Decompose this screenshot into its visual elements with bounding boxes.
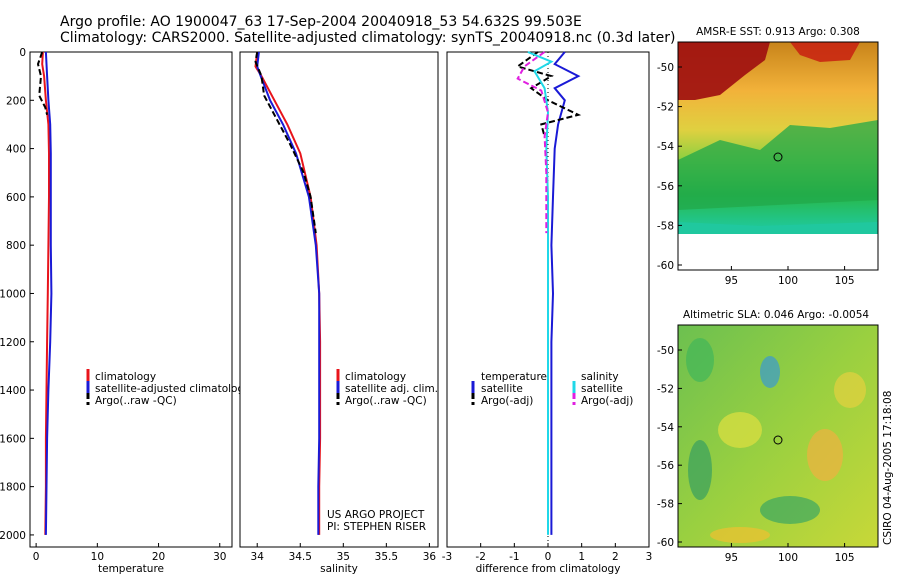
sla-blob — [710, 527, 770, 543]
salinity-panel: 34 34.5 35 35.5 36 salinity climatology sate… — [239, 51, 439, 575]
y-tick-label: 1600 — [0, 433, 26, 445]
y-tick-label: 200 — [6, 95, 26, 107]
diff-legend-temperature-heading: temperature — [481, 371, 547, 383]
pi-annotation: PI: STEPHEN RISER — [327, 521, 426, 533]
legend-argo-label: Argo(..raw -QC) — [95, 395, 177, 407]
series-argo — [254, 51, 317, 234]
difference-xlabel: difference from climatology — [476, 563, 621, 575]
series-satellite — [44, 51, 53, 535]
map-x-tick-label: 100 — [778, 275, 798, 287]
sst-cool-region — [678, 120, 878, 210]
x-tick-label: 36 — [423, 551, 437, 563]
sla-blob — [760, 496, 820, 524]
y-tick-label: 1800 — [0, 482, 26, 494]
sla-high-anomaly — [807, 429, 843, 481]
sst-warm-region — [678, 42, 770, 100]
map-x-tick-label: 95 — [725, 275, 738, 287]
legend-climatology-label: climatology — [95, 371, 156, 383]
diff-legend-sal-argo-label: Argo(-adj) — [581, 395, 633, 407]
series-temperature-argo-adj- — [515, 51, 582, 137]
map-y-tick-label: -56 — [657, 181, 674, 193]
map-y-tick-label: -52 — [657, 383, 674, 395]
x-tick-label: -2 — [475, 551, 485, 563]
y-tick-label: 1000 — [0, 288, 26, 300]
sla-blob — [834, 372, 866, 408]
temperature-xlabel: temperature — [98, 563, 164, 575]
series-argo — [36, 51, 49, 116]
map-y-tick-label: -50 — [657, 62, 674, 74]
sla-blob — [686, 338, 714, 382]
x-tick-label: 0 — [545, 551, 552, 563]
x-tick-label: -3 — [442, 551, 452, 563]
sst-warm-patch — [790, 42, 860, 62]
legend-satellite-label: satellite-adjusted climatology — [95, 383, 250, 395]
salinity-axes — [239, 51, 439, 548]
sst-land-mask — [678, 234, 878, 270]
sst-map-title: AMSR-E SST: 0.913 Argo: 0.308 — [696, 26, 860, 38]
sal-legend-argo-label: Argo(..raw -QC) — [345, 395, 427, 407]
diff-legend-salinity-heading: salinity — [581, 371, 619, 383]
y-tick-label: 1400 — [0, 385, 26, 397]
map-y-tick-label: -54 — [657, 141, 674, 153]
sst-map: AMSR-E SST: 0.913 Argo: 0.308 95 100 105 -5… — [657, 26, 879, 287]
y-tick-label: 400 — [6, 144, 26, 156]
map-y-tick-label: -56 — [657, 460, 674, 472]
temperature-axes — [29, 51, 233, 548]
x-tick-label: 10 — [91, 551, 104, 563]
sla-map-frame — [677, 324, 879, 548]
sst-argo-location-marker — [773, 152, 783, 162]
diff-legend-temp-satellite-label: satellite — [481, 383, 523, 395]
series-salinity-argo-adj- — [516, 51, 550, 234]
x-tick-label: 35.5 — [375, 551, 398, 563]
x-tick-label: 20 — [152, 551, 165, 563]
climatology-subtitle: Climatology: CARS2000. Satellite-adjuste… — [60, 30, 676, 46]
sla-high-anomaly — [718, 412, 762, 448]
series-temperature-satellite — [550, 51, 581, 535]
x-tick-label: 34 — [251, 551, 265, 563]
csiro-timestamp: CSIRO 04-Aug-2005 17:18:08 — [882, 391, 894, 545]
sla-map-title: Altimetric SLA: 0.046 Argo: -0.0054 — [683, 309, 869, 321]
map-x-tick-label: 95 — [725, 552, 738, 564]
sla-argo-location-marker — [773, 435, 783, 445]
y-tick-label: 0 — [19, 47, 26, 59]
sal-legend-climatology-label: climatology — [345, 371, 406, 383]
map-y-tick-label: -58 — [657, 220, 674, 232]
y-tick-label: 1200 — [0, 337, 26, 349]
map-y-tick-label: -58 — [657, 499, 674, 511]
profile-title: Argo profile: AO 1900047_63 17-Sep-2004 … — [60, 14, 582, 30]
y-tick-label: 800 — [6, 240, 26, 252]
x-tick-label: 3 — [646, 551, 653, 563]
x-tick-label: 1 — [578, 551, 585, 563]
x-tick-label: 35 — [337, 551, 350, 563]
map-y-tick-label: -52 — [657, 102, 674, 114]
salinity-xlabel: salinity — [320, 563, 358, 575]
x-tick-label: 30 — [213, 551, 226, 563]
map-y-tick-label: -54 — [657, 422, 674, 434]
project-annotation: US ARGO PROJECT — [327, 509, 425, 521]
map-y-tick-label: -60 — [657, 260, 674, 272]
map-y-tick-label: -50 — [657, 345, 674, 357]
sst-map-frame — [677, 41, 879, 271]
temperature-panel: 0 200 400 600 800 1000 1200 1400 1600 1800 2000 0 1… — [0, 47, 250, 575]
map-x-tick-label: 105 — [835, 552, 855, 564]
map-y-tick-label: -60 — [657, 537, 674, 549]
sla-low-anomaly — [760, 356, 780, 388]
diff-legend-sal-satellite-label: satellite — [581, 383, 623, 395]
sla-map: Altimetric SLA: 0.046 Argo: -0.0054 95 10… — [657, 309, 879, 564]
x-tick-label: 0 — [33, 551, 40, 563]
sal-legend-satellite-label: satellite adj. clim. — [345, 383, 438, 395]
x-tick-label: 34.5 — [289, 551, 312, 563]
y-tick-label: 2000 — [0, 530, 26, 542]
map-x-tick-label: 100 — [778, 552, 798, 564]
x-tick-label: -1 — [509, 551, 519, 563]
sla-blob — [688, 440, 712, 500]
x-tick-label: 2 — [612, 551, 619, 563]
map-x-tick-label: 105 — [835, 275, 855, 287]
series-salinity-satellite — [527, 51, 554, 535]
y-tick-label: 600 — [6, 192, 26, 204]
series-climatology — [41, 51, 50, 535]
difference-panel: -3 -2 -1 0 1 2 3 difference from climatology t… — [442, 51, 653, 575]
diff-legend-temp-argo-label: Argo(-adj) — [481, 395, 533, 407]
